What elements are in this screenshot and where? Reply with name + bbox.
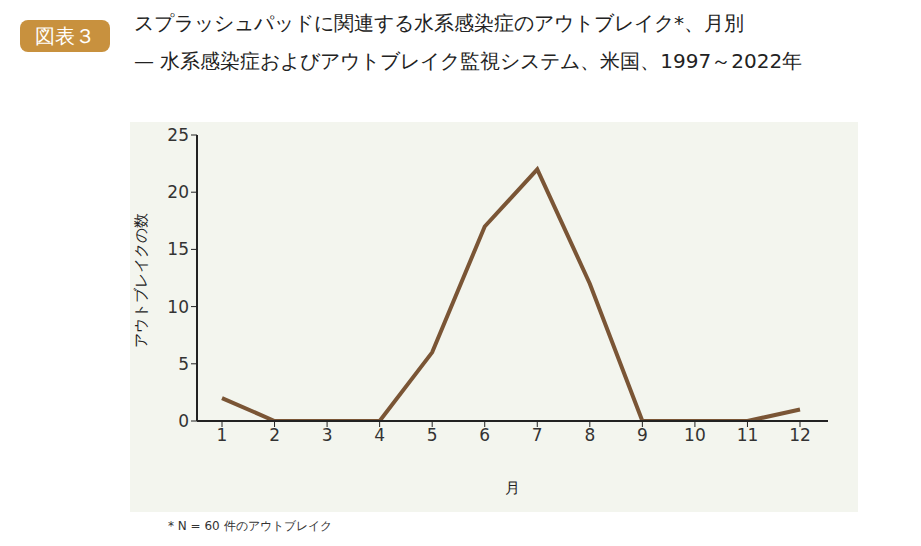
html-text:* N = 60 件のアウトブレイク: * N = 60 件のアウトブレイク (168, 519, 332, 533)
svg-text:2: 2 (269, 425, 280, 445)
html-text:— 水系感染症およびアウトブレイク監視システム、米国、199: — 水系感染症およびアウトブレイク監視システム、米国、1997～2022年 (134, 49, 803, 73)
html-text:アウトブレイクの数: アウトブレイクの数 (131, 212, 150, 348)
svg-text:10: 10 (167, 297, 189, 317)
svg-text:5: 5 (178, 354, 189, 374)
svg-text:5: 5 (427, 425, 438, 445)
svg-text:6: 6 (479, 425, 490, 445)
svg-text:15: 15 (167, 239, 189, 259)
svg-text:10: 10 (684, 425, 706, 445)
svg-text:25: 25 (167, 125, 189, 145)
svg-text:0: 0 (178, 411, 189, 431)
html-text:図表３: 図表３ (35, 24, 95, 48)
html-text:月: 月 (504, 478, 520, 497)
svg-text:9: 9 (637, 425, 648, 445)
svg-text:4: 4 (374, 425, 385, 445)
svg-text:7: 7 (532, 425, 543, 445)
html-text:スプラッシュパッドに関連する水系感染症のアウトブレイク*、月: スプラッシュパッドに関連する水系感染症のアウトブレイク*、月別 (134, 11, 744, 35)
svg-text:3: 3 (322, 425, 333, 445)
svg-text:20: 20 (167, 182, 189, 202)
svg-text:1: 1 (217, 425, 228, 445)
svg-text:8: 8 (584, 425, 595, 445)
svg-text:11: 11 (737, 425, 759, 445)
svg-text:12: 12 (789, 425, 811, 445)
